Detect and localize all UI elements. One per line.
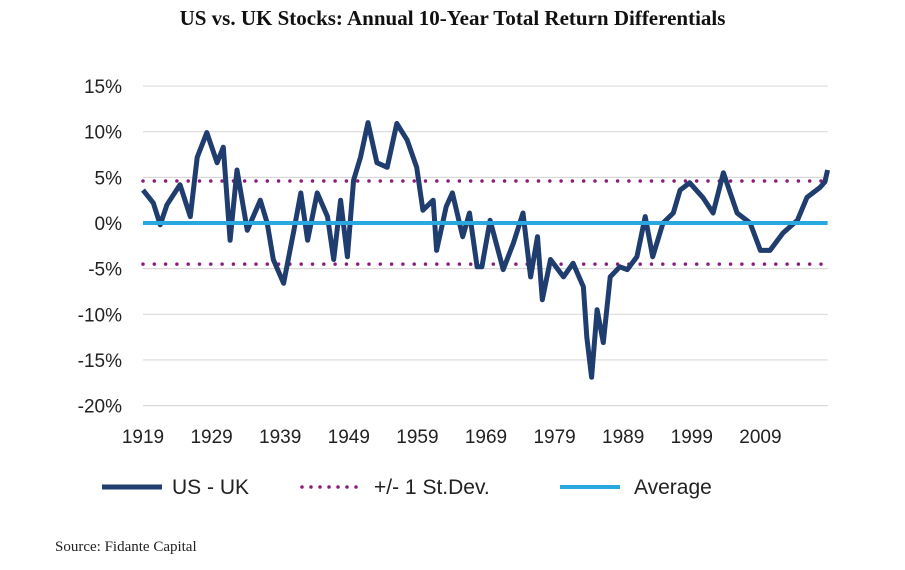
source-note: Source: Fidante Capital — [55, 539, 197, 555]
legend-stdev-label: +/- 1 St.Dev. — [374, 476, 490, 499]
x-tick-label: 1989 — [602, 427, 644, 448]
y-tick-label: 10% — [84, 123, 122, 144]
chart-title: US vs. UK Stocks: Annual 10-Year Total R… — [179, 6, 726, 30]
x-tick-label: 2009 — [739, 427, 781, 448]
x-tick-label: 1979 — [533, 427, 575, 448]
x-tick-label: 1939 — [259, 427, 301, 448]
us-uk-series-line — [141, 120, 831, 380]
x-tick-label: 1999 — [671, 427, 713, 448]
legend-us-uk-label: US - UK — [172, 476, 249, 499]
y-tick-label: 5% — [95, 168, 123, 189]
x-tick-label: 1969 — [465, 427, 507, 448]
x-tick-label: 1949 — [328, 427, 370, 448]
y-tick-label: 15% — [84, 77, 122, 98]
y-tick-label: -20% — [78, 397, 122, 418]
x-tick-label: 1959 — [396, 427, 438, 448]
x-tick-label: 1919 — [122, 427, 164, 448]
y-tick-label: -5% — [88, 260, 122, 281]
x-tick-label: 1929 — [190, 427, 232, 448]
legend-average-label: Average — [634, 476, 712, 499]
y-tick-label: -15% — [78, 351, 122, 372]
y-tick-label: 0% — [95, 214, 123, 235]
y-tick-label: -10% — [78, 305, 122, 326]
